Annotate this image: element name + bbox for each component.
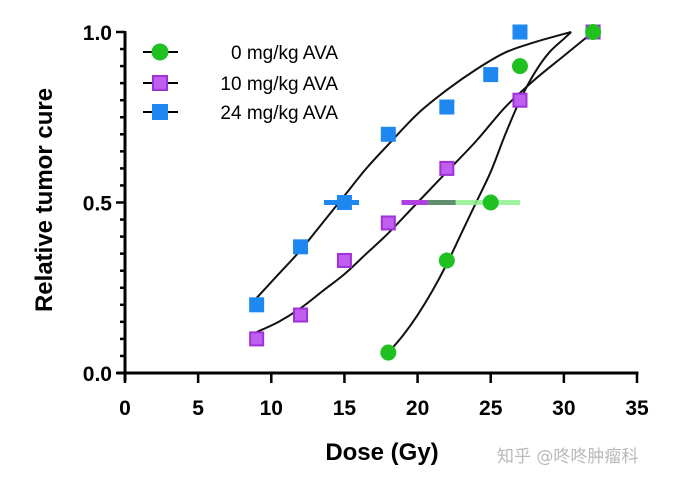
data-point-series-1 — [336, 252, 352, 268]
data-point-series-1 — [512, 92, 528, 108]
fit-curve-series-0 — [387, 31, 572, 354]
legend-label: 24 mg/kg AVA — [220, 103, 338, 124]
fit-curve-series-1 — [256, 31, 594, 333]
data-point-series-2 — [293, 239, 309, 255]
data-point-series-2 — [249, 297, 265, 313]
data-point-series-0 — [511, 58, 528, 75]
x-tick-label: 10 — [260, 397, 283, 420]
x-tick-label: 0 — [119, 397, 131, 420]
watermark: 知乎 @咚咚肿瘤科 — [497, 447, 638, 467]
data-point-series-1 — [293, 307, 309, 323]
data-point-series-2 — [483, 67, 499, 83]
legend: 0 mg/kg AVA 10 mg/kg AVA 24 mg/kg AVA — [143, 43, 338, 124]
x-tick-label: 5 — [192, 397, 204, 420]
y-tick-label: 0.0 — [83, 363, 112, 386]
data-point-series-0 — [585, 24, 602, 40]
data-point-series-0 — [380, 344, 397, 361]
x-tick-label: 35 — [625, 397, 649, 420]
legend-marker-1 — [152, 75, 168, 91]
legend-label: 0 mg/kg AVA — [231, 43, 338, 64]
data-point-series-2 — [512, 24, 528, 40]
x-axis-title: Dose (Gy) — [325, 439, 438, 466]
data-point-series-2 — [336, 195, 352, 210]
data-points — [249, 24, 602, 361]
legend-marker-0 — [151, 43, 169, 61]
data-point-series-2 — [380, 126, 396, 142]
y-axis-title: Relative tumor cure — [31, 88, 58, 312]
x-tick-label: 20 — [406, 397, 429, 420]
data-point-series-0 — [438, 252, 455, 269]
x-tick-label: 30 — [552, 397, 575, 420]
data-point-series-0 — [482, 194, 499, 211]
legend-label: 10 mg/kg AVA — [220, 74, 338, 95]
legend-marker-2 — [152, 104, 168, 120]
data-point-series-1 — [249, 331, 265, 347]
y-tick-label: 1.0 — [83, 22, 112, 45]
y-tick-label: 0.5 — [83, 193, 113, 216]
x-tick-label: 25 — [479, 397, 503, 420]
axes: 0.0 0.5 1.0 0 5 10 15 20 25 30 35 — [83, 22, 649, 420]
data-point-series-2 — [439, 99, 455, 115]
x-tick-label: 15 — [333, 397, 357, 420]
data-point-series-1 — [380, 215, 396, 231]
data-point-series-1 — [439, 160, 455, 176]
